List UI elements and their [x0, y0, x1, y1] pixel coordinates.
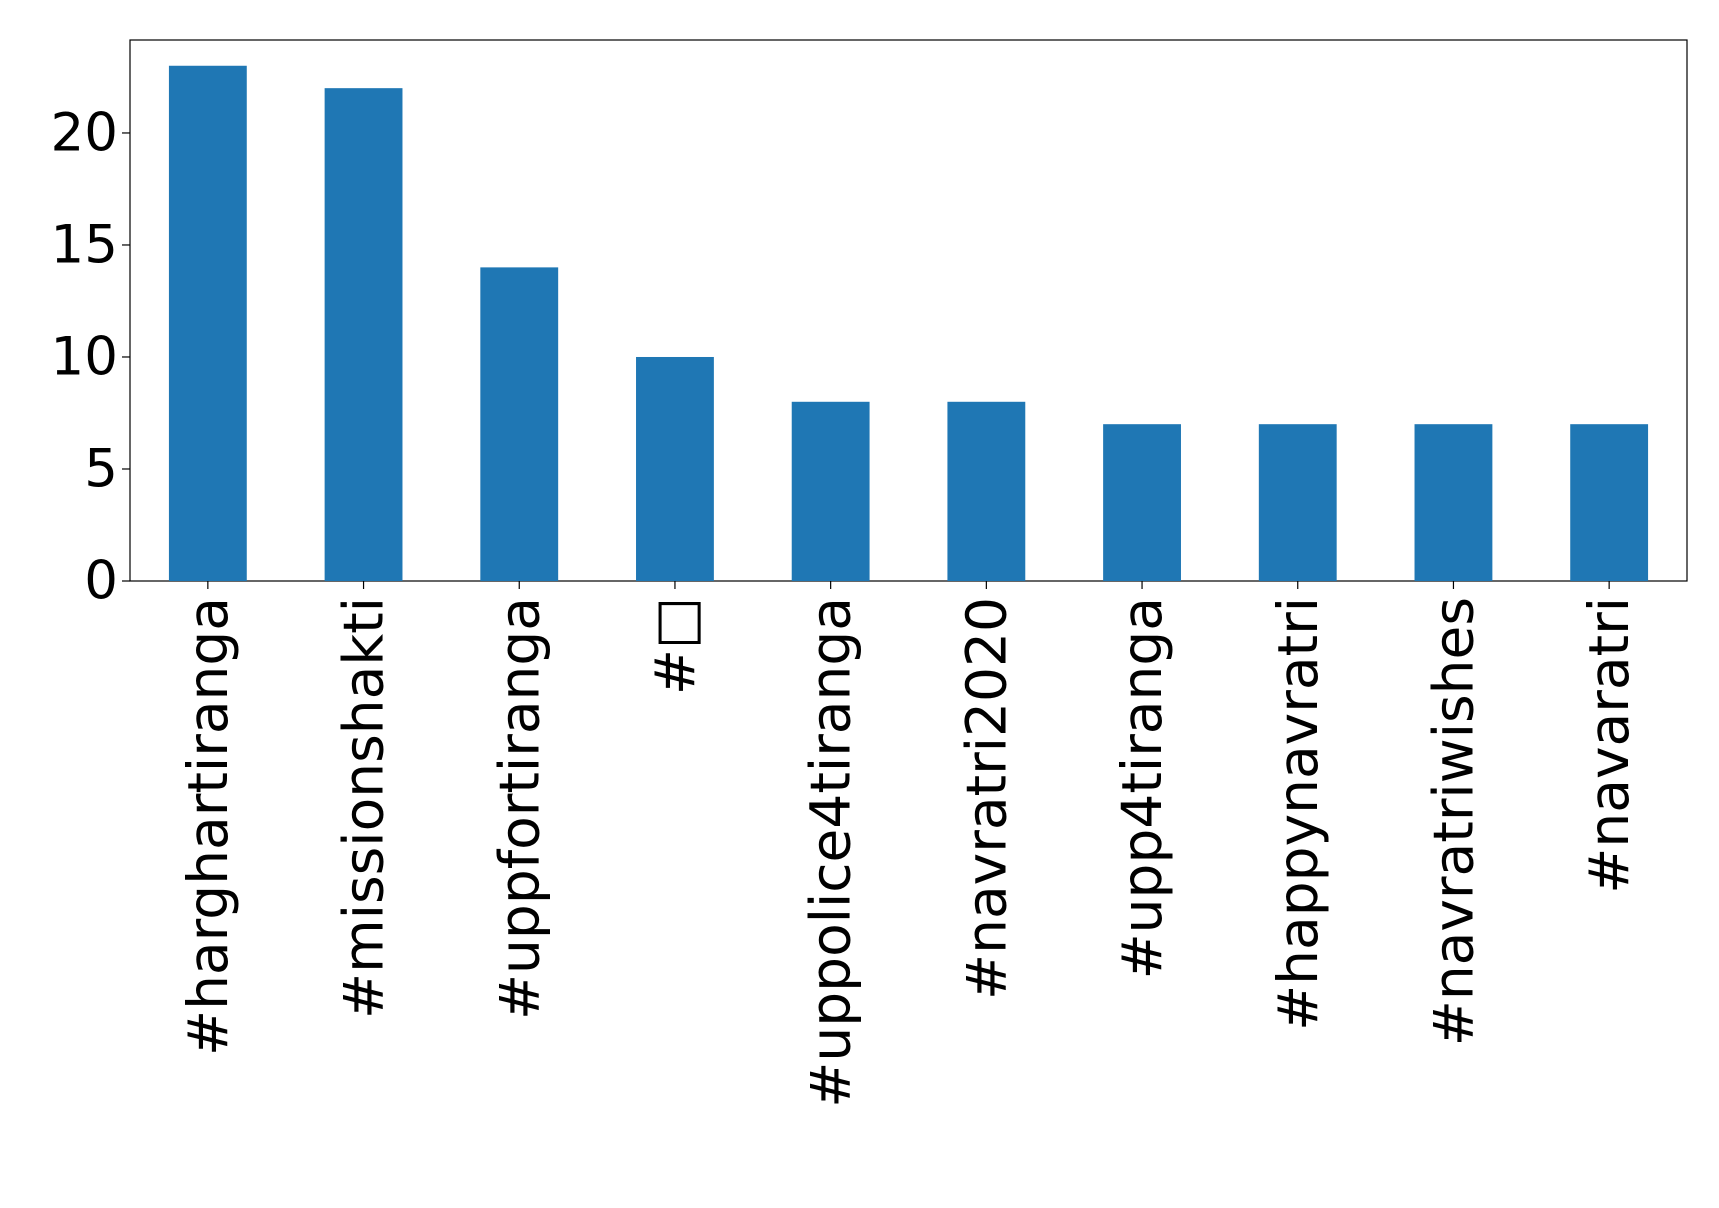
x-tick-label: #uppfortiranga [487, 597, 551, 1020]
bar [168, 65, 247, 581]
plot-frame [129, 39, 1688, 582]
bar [636, 356, 714, 581]
x-tick-label: #happynavratri [1266, 597, 1330, 1031]
x-tick-label: #navratri2020 [954, 597, 1018, 1000]
x-tick-label: #navaratri [1577, 597, 1641, 894]
y-tick-label: 10 [51, 326, 118, 387]
bar [1414, 424, 1493, 581]
bar [1570, 424, 1649, 581]
bar [947, 401, 1026, 581]
x-tick-label: #navratriwishes [1421, 597, 1485, 1046]
x-tick-label: #uppolice4tiranga [799, 597, 863, 1108]
bar [324, 88, 403, 581]
y-tick-label: 5 [84, 438, 118, 499]
bar [1103, 424, 1181, 581]
x-tick-label: #upp4tiranga [1110, 597, 1174, 979]
bar [791, 401, 870, 581]
y-tick-label: 20 [51, 102, 118, 163]
bar [1258, 424, 1337, 581]
y-tick-label: 15 [51, 214, 118, 275]
x-tick-label: #harghartiranga [176, 597, 240, 1056]
bar [480, 267, 559, 581]
y-tick-label: 0 [84, 551, 118, 612]
x-tick-label: #□ [643, 597, 707, 695]
x-tick-label: #missionshakti [332, 597, 396, 1019]
